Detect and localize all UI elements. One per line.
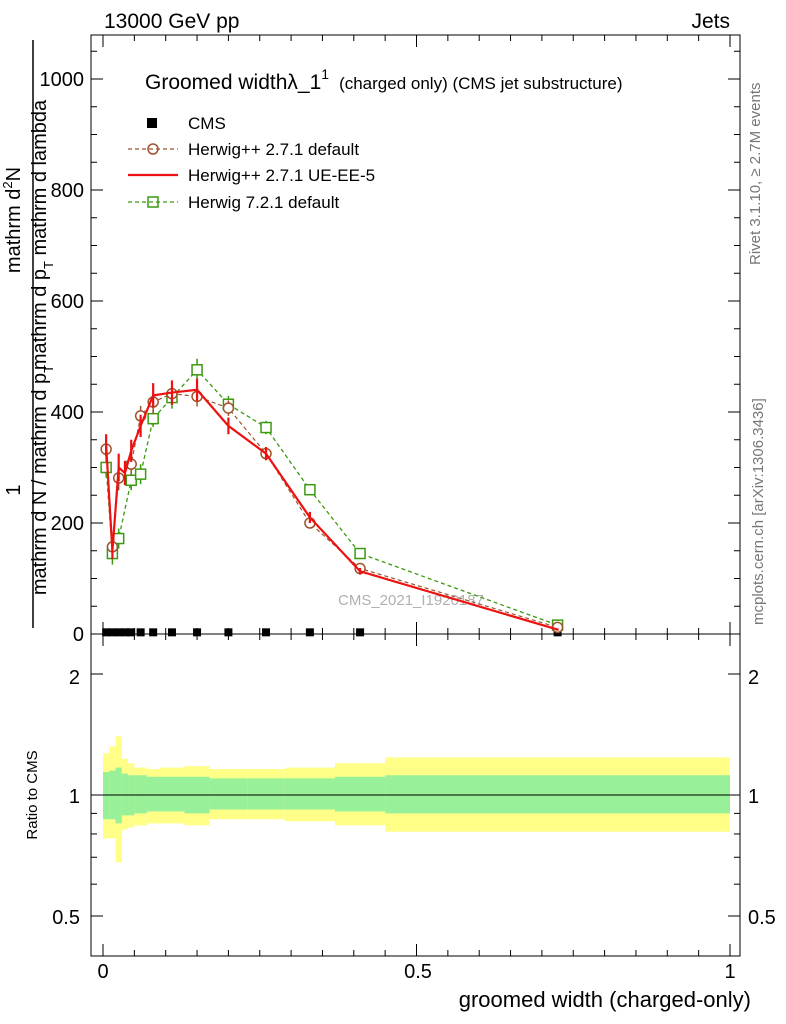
- herwig7-default-marker: [191, 364, 203, 376]
- xtick-label-05: 0.5: [404, 961, 432, 983]
- ratio-band-inner-bin: [209, 778, 248, 810]
- upper-ytick-labels: 0 200 400 600 800 1000: [40, 69, 85, 646]
- ytick-label-1000: 1000: [40, 69, 85, 91]
- herwigpp-default-marker: [551, 621, 564, 634]
- legend-label-herwigpp-ueee5: Herwig++ 2.7.1 UE-EE-5: [188, 166, 375, 185]
- cms-marker: [102, 628, 111, 637]
- herwig7-default-marker: [354, 547, 366, 560]
- legend-entry-herwig7-default: Herwig 7.2.1 default: [128, 193, 339, 212]
- ytick-label-600: 600: [51, 291, 84, 313]
- herwig7-default-line: [105, 368, 558, 626]
- cms-marker: [114, 628, 123, 637]
- header-left: 13000 GeV pp: [104, 10, 239, 33]
- ratio-ytick-right-05: 0.5: [748, 907, 776, 929]
- ratio-band-inner-bin: [159, 776, 185, 812]
- legend: CMS Herwig++ 2.7.1 default Herwig++ 2.7.…: [128, 114, 375, 212]
- legend-entry-herwigpp-default: Herwig++ 2.7.1 default: [128, 140, 359, 159]
- herwig7-default-marker: [125, 474, 137, 487]
- ratio-band-inner-bin: [385, 775, 730, 814]
- ytick-label-200: 200: [51, 513, 84, 535]
- ratio-band-inner-bin: [146, 776, 160, 812]
- ratio-band-inner-bin: [134, 775, 147, 814]
- herwig7-default-marker: [147, 412, 159, 425]
- xtick-label-0: 0: [97, 961, 108, 983]
- legend-label-cms: CMS: [188, 114, 226, 133]
- upper-ylabel: 1 mathrm d2N mathrm d pT mathrm d lambda…: [0, 40, 56, 628]
- ratio-ytick-right-1: 1: [748, 786, 759, 808]
- legend-marker-herwigpp-default: [147, 143, 159, 155]
- ylabel-one: 1: [3, 484, 25, 495]
- herwig7-default-marker: [100, 461, 112, 474]
- ratio-band-inner-bin: [247, 778, 285, 810]
- upper-data-layer: [100, 358, 564, 637]
- lower-axis-ticks: [91, 634, 740, 956]
- herwig7-default-marker: [260, 421, 272, 434]
- mcplots-label: mcplots.cern.ch [arXiv:1306.3436]: [750, 398, 767, 625]
- cms-marker: [167, 628, 176, 637]
- plot-title: Groomed widthλ_11 (charged only) (CMS jet…: [145, 66, 623, 94]
- cms-marker: [149, 628, 158, 637]
- ratio-ylabel: Ratio to CMS: [24, 750, 41, 839]
- cms-marker: [120, 628, 129, 637]
- legend-entry-herwigpp-ueee5: Herwig++ 2.7.1 UE-EE-5: [128, 166, 375, 185]
- ratio-bands: [103, 736, 730, 863]
- ylabel-denominator: mathrm d N / mathrm d pT: [29, 365, 56, 595]
- rivet-label: Rivet 3.1.10, ≥ 2.7M events: [747, 83, 764, 266]
- cms-marker: [305, 628, 314, 637]
- cms-marker: [108, 628, 117, 637]
- ratio-band-inner-bin: [284, 778, 335, 810]
- x-axis-label: groomed width (charged-only): [459, 987, 751, 1012]
- legend-marker-cms: [147, 118, 157, 128]
- ylabel-numerator-line2: mathrm d pT mathrm d lambda: [29, 99, 56, 370]
- cms-marker: [127, 628, 136, 637]
- header-right: Jets: [691, 10, 730, 33]
- ytick-label-0: 0: [73, 624, 84, 646]
- cms-marker: [356, 628, 365, 637]
- ylabel-numerator-line1: mathrm d2N: [0, 167, 25, 273]
- herwigpp-ueee5-line: [105, 388, 558, 631]
- ytick-label-800: 800: [51, 180, 84, 202]
- cms-marker: [224, 628, 233, 637]
- herwig7-default-marker: [134, 468, 147, 480]
- ratio-ytick-left-1: 1: [69, 786, 80, 808]
- herwigpp-default-line: [105, 393, 558, 628]
- herwig7-default-marker: [304, 483, 316, 496]
- upper-axis-ticks: [91, 35, 740, 635]
- ratio-band-inner-bin: [334, 776, 386, 812]
- herwigpp-default-marker: [222, 402, 235, 414]
- ratio-ytick-left-2: 2: [69, 667, 80, 689]
- cms-marker: [136, 628, 145, 637]
- legend-label-herwig7-default: Herwig 7.2.1 default: [188, 193, 339, 212]
- ratio-band-inner-bin: [103, 772, 110, 820]
- ratio-ytick-right-2: 2: [748, 667, 759, 689]
- legend-marker-herwig7-default: [147, 196, 159, 208]
- cms-marker: [193, 628, 202, 637]
- legend-label-herwigpp-default: Herwig++ 2.7.1 default: [188, 140, 359, 159]
- legend-entry-cms: CMS: [147, 114, 226, 133]
- ytick-label-400: 400: [51, 402, 84, 424]
- cms-marker: [262, 628, 271, 637]
- ratio-ytick-left-05: 0.5: [52, 907, 80, 929]
- xtick-label-1: 1: [724, 961, 735, 983]
